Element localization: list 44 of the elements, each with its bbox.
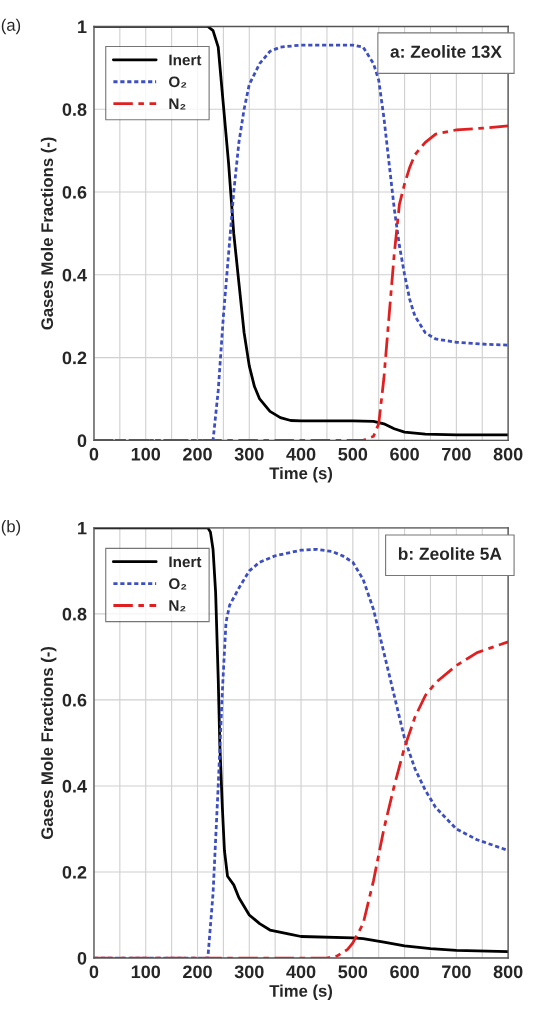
x-tick-label: 800: [493, 447, 523, 461]
x-tick-label: 400: [286, 447, 316, 461]
y-tick-label: 1: [78, 20, 87, 33]
x-tick-label: 0: [89, 965, 99, 979]
y-axis-title: Gases Mole Fractions (-): [40, 646, 57, 840]
legend-label: O₂: [169, 76, 187, 88]
legend-label: Inert: [169, 556, 202, 568]
text: b: Zeolite 5A: [398, 547, 502, 560]
x-tick-label: 700: [442, 965, 471, 979]
legend-label: O₂: [169, 578, 187, 590]
x-tick-label: 500: [338, 965, 368, 979]
x-tick-label: 100: [131, 447, 161, 461]
y-tick-label: 0: [77, 434, 87, 448]
text: a: Zeolite 13X: [390, 45, 502, 58]
y-tick-label: 0: [77, 951, 87, 965]
x-tick-label: 800: [493, 965, 523, 979]
text: (a): [1, 18, 21, 35]
y-tick-label: 0.2: [62, 351, 87, 365]
y-tick-label: 0.8: [62, 103, 87, 116]
x-tick-label: 400: [286, 965, 316, 979]
y-tick-label: 1: [78, 521, 87, 535]
x-tick-label: 600: [390, 965, 419, 979]
x-tick-label: 500: [338, 447, 368, 461]
y-tick-label: 0.6: [62, 693, 87, 707]
y-tick-label: 0.4: [62, 268, 87, 282]
x-axis-title: Time (s): [269, 466, 333, 483]
x-tick-label: 100: [131, 965, 161, 979]
text: (b): [1, 520, 21, 536]
x-tick-label: 200: [183, 447, 212, 461]
y-tick-label: 0.8: [62, 607, 87, 621]
x-tick-label: 700: [442, 447, 471, 461]
y-axis-title: Gases Mole Fractions (-): [40, 137, 57, 330]
x-tick-label: 0: [89, 447, 99, 461]
legend-label: N₂: [169, 98, 186, 110]
x-tick-label: 200: [183, 965, 212, 979]
legend-label: N₂: [169, 600, 186, 612]
y-tick-label: 0.4: [62, 779, 87, 793]
x-axis-title: Time (s): [269, 984, 333, 1001]
x-tick-label: 300: [234, 447, 264, 461]
x-tick-label: 600: [390, 447, 419, 461]
legend-label: Inert: [169, 54, 202, 66]
y-tick-label: 0.6: [62, 185, 87, 199]
x-tick-label: 300: [234, 965, 264, 979]
y-tick-label: 0.2: [62, 865, 87, 879]
